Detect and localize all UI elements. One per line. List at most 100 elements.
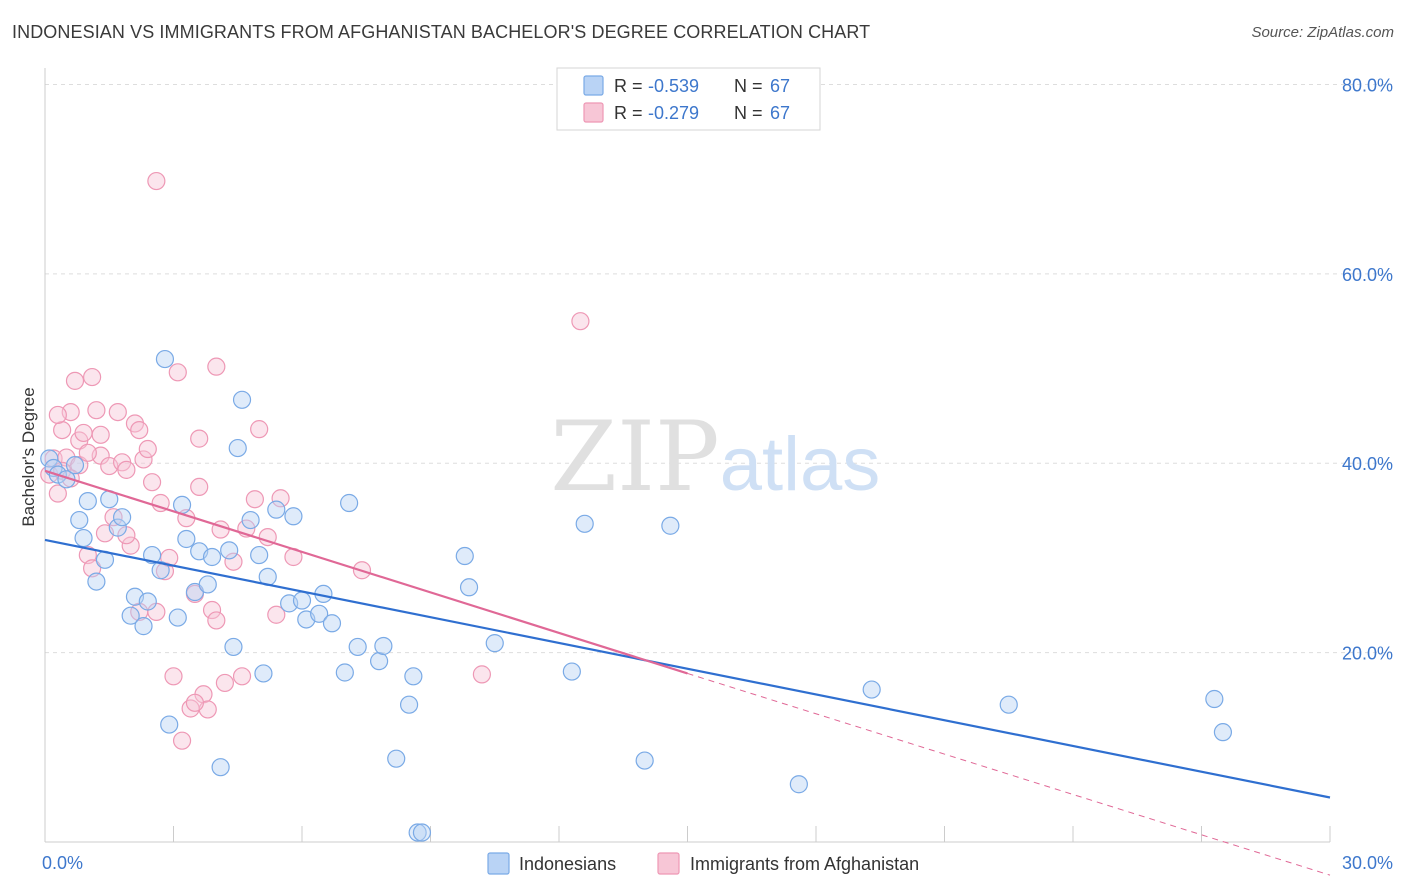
afghanistan-point bbox=[70, 456, 89, 475]
legend-n-label-2: N = bbox=[734, 103, 763, 123]
indonesians-point bbox=[370, 652, 389, 671]
indonesians-point bbox=[789, 775, 808, 794]
indonesians-point bbox=[340, 493, 359, 513]
afghanistan-point bbox=[87, 401, 106, 420]
indonesians-point bbox=[121, 606, 140, 625]
indonesians-point bbox=[661, 516, 680, 535]
indonesians-point bbox=[138, 592, 157, 611]
afghanistan-point bbox=[271, 489, 290, 508]
chart-title: INDONESIAN VS IMMIGRANTS FROM AFGHANISTA… bbox=[12, 22, 871, 42]
afghanistan-point bbox=[190, 429, 209, 448]
indonesians-point bbox=[228, 438, 247, 458]
indonesians-point bbox=[267, 500, 286, 519]
tick-labels: 20.0% 40.0% 60.0% 80.0% 0.0% 30.0% bbox=[42, 75, 1393, 873]
afghanistan-point bbox=[134, 450, 153, 469]
trendlines bbox=[44, 469, 1331, 876]
afghanistan-point bbox=[207, 611, 226, 630]
y-tick-label: 20.0% bbox=[1342, 644, 1393, 664]
indonesians-point bbox=[65, 456, 85, 475]
axes bbox=[44, 68, 1331, 843]
legend-r-label-2: R = bbox=[614, 103, 643, 123]
afghanistan-point bbox=[91, 425, 110, 444]
indonesians-point bbox=[160, 715, 179, 734]
afghanistan-point bbox=[245, 490, 264, 509]
indonesians-point bbox=[254, 664, 273, 683]
stats-legend: R = -0.539 N = 67 R = -0.279 N = 67 bbox=[556, 67, 821, 131]
x-tick-label-max: 30.0% bbox=[1342, 853, 1393, 873]
indonesians-point bbox=[241, 510, 260, 530]
afghanistan-point bbox=[53, 420, 72, 440]
indonesians-point bbox=[1213, 723, 1233, 742]
indonesians-point bbox=[172, 495, 192, 514]
indonesians-point bbox=[232, 390, 252, 409]
afghanistan-trendline bbox=[44, 469, 688, 675]
y-axis-label: Bachelor's Degree bbox=[19, 387, 38, 526]
y-tick-label: 60.0% bbox=[1342, 265, 1393, 285]
indonesians-point bbox=[202, 547, 222, 567]
indonesians-point bbox=[134, 617, 153, 636]
indonesians-point bbox=[168, 608, 187, 627]
series-legend: Indonesians Immigrants from Afghanistan bbox=[487, 852, 919, 875]
series-legend-swatch-blue bbox=[487, 852, 510, 875]
y-tick-label: 40.0% bbox=[1342, 454, 1393, 474]
indonesians-point bbox=[310, 604, 329, 623]
afghanistan-point bbox=[78, 443, 97, 462]
legend-r-value-1: -0.539 bbox=[648, 76, 699, 96]
afghanistan-point bbox=[65, 371, 85, 390]
indonesians-point bbox=[78, 492, 97, 511]
indonesians-point bbox=[87, 572, 106, 591]
y-tick-label: 80.0% bbox=[1342, 75, 1393, 95]
indonesians-trendline bbox=[44, 538, 1331, 799]
indonesians-point bbox=[284, 507, 303, 526]
legend-n-value-2: 67 bbox=[770, 103, 790, 123]
afghanistan-point bbox=[172, 731, 192, 750]
afghanistan-point bbox=[142, 473, 162, 492]
indonesians-point bbox=[142, 545, 162, 565]
indonesians-point bbox=[224, 637, 243, 657]
afghanistan-point bbox=[202, 600, 222, 620]
series-legend-swatch-pink bbox=[657, 852, 680, 875]
afghanistan-point bbox=[48, 484, 67, 503]
series-legend-label-indonesians: Indonesians bbox=[519, 854, 616, 874]
afghanistan-point bbox=[164, 667, 183, 686]
indonesians-point bbox=[374, 636, 393, 656]
afghanistan-point bbox=[232, 667, 252, 686]
indonesians-point bbox=[999, 695, 1018, 714]
indonesians-point bbox=[155, 349, 175, 369]
indonesians-point bbox=[635, 751, 654, 770]
afghanistan-point bbox=[121, 536, 140, 555]
indonesians-point bbox=[412, 823, 432, 842]
indonesians-point bbox=[455, 546, 474, 566]
watermark-atlas: atlas bbox=[720, 422, 881, 507]
indonesians-point bbox=[335, 663, 354, 682]
indonesians-point bbox=[562, 662, 581, 681]
indonesians-point bbox=[1205, 689, 1224, 709]
indonesians-point bbox=[348, 637, 367, 657]
indonesians-point bbox=[485, 634, 504, 653]
afghanistan-point bbox=[130, 420, 149, 440]
afghanistan-point bbox=[138, 439, 157, 459]
indonesians-point bbox=[399, 695, 419, 714]
afghanistan-point bbox=[224, 552, 243, 571]
indonesians-point bbox=[177, 529, 196, 549]
legend-n-value-1: 67 bbox=[770, 76, 790, 96]
afghanistan-point bbox=[207, 357, 226, 376]
afghanistan-point bbox=[117, 460, 136, 479]
indonesians-point bbox=[211, 758, 230, 777]
afghanistan-trendline-extension bbox=[687, 672, 1331, 876]
indonesians-point bbox=[151, 561, 170, 580]
legend-r-value-2: -0.279 bbox=[648, 103, 699, 123]
series-legend-label-afghanistan: Immigrants from Afghanistan bbox=[690, 854, 919, 874]
indonesians-point bbox=[108, 518, 127, 537]
watermark: ZIP atlas bbox=[550, 401, 880, 513]
legend-n-label-1: N = bbox=[734, 76, 763, 96]
afghanistan-point bbox=[83, 367, 102, 387]
indonesians-point bbox=[292, 591, 312, 610]
afghanistan-point bbox=[74, 423, 93, 443]
grid-lines bbox=[45, 83, 1392, 654]
legend-swatch-blue bbox=[583, 75, 604, 96]
afghanistan-point bbox=[185, 693, 205, 712]
afghanistan-point bbox=[472, 665, 491, 684]
indonesians-point bbox=[404, 667, 423, 686]
